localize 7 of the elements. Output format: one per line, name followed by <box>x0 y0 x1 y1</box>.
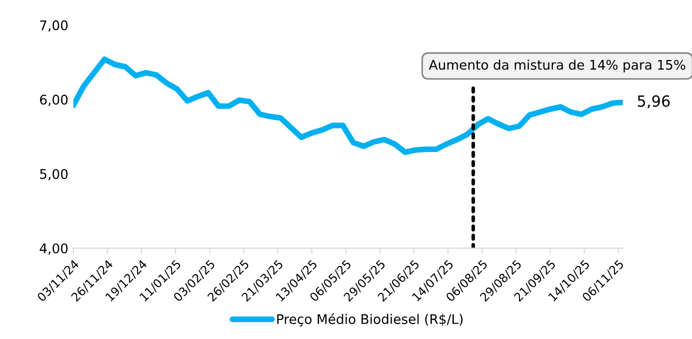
y-tick-label: 5,00 <box>40 169 68 180</box>
y-tick-label: 6,00 <box>40 94 68 106</box>
legend-label: Preço Médio Biodiesel (R$/L) <box>277 313 463 326</box>
y-tick-label: 7,00 <box>40 20 68 32</box>
ref-line-label: Aumento da mistura de 14% para 15% <box>428 60 686 72</box>
y-tick-label: 4,00 <box>40 243 68 255</box>
annotation: 5,96 <box>638 95 670 108</box>
